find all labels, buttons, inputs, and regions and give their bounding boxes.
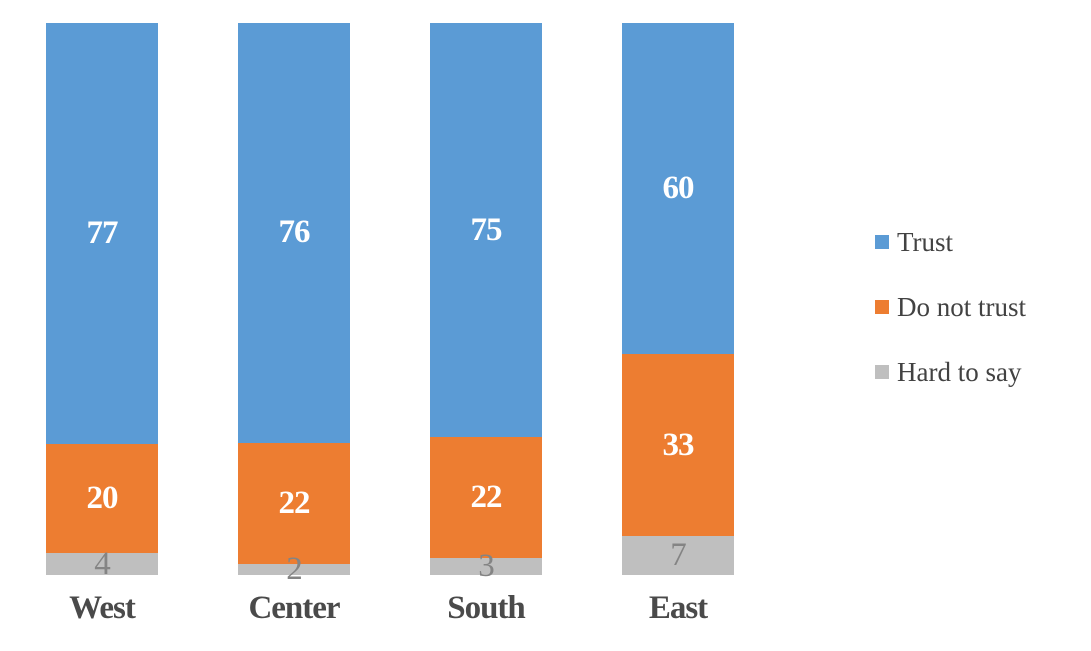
value-label: 7 bbox=[670, 537, 686, 574]
value-label: 33 bbox=[662, 426, 695, 463]
legend-label-trust: Trust bbox=[897, 226, 954, 257]
value-label: 3 bbox=[478, 548, 494, 585]
bar-segment-trust-south: 75 bbox=[430, 23, 542, 437]
category-label-center: Center bbox=[248, 590, 340, 626]
bar-segment-hard-to-say-west: 4 bbox=[46, 547, 158, 580]
bar-segment-trust-east: 60 bbox=[622, 23, 734, 355]
value-label: 60 bbox=[662, 170, 695, 207]
value-label: 75 bbox=[470, 211, 503, 248]
value-label: 22 bbox=[278, 484, 311, 521]
category-label-east: East bbox=[648, 590, 708, 626]
legend-swatch-do-not-trust bbox=[875, 300, 889, 314]
bar-segment-hard-to-say-south: 3 bbox=[430, 550, 542, 583]
bar-west: 77 20 4 bbox=[46, 23, 158, 580]
value-label: 20 bbox=[86, 479, 119, 516]
bar-segment-hard-to-say-center: 2 bbox=[238, 552, 350, 585]
category-label-west: West bbox=[69, 590, 136, 626]
bar-center: 76 22 2 bbox=[238, 23, 350, 585]
category-label-south: South bbox=[447, 590, 526, 626]
legend-item-do-not-trust: Do not trust bbox=[868, 292, 1026, 322]
bar-segment-do-not-trust-center: 22 bbox=[238, 442, 350, 564]
value-label: 2 bbox=[286, 550, 302, 587]
value-label: 76 bbox=[278, 214, 311, 251]
legend-item-hard-to-say: Hard to say bbox=[868, 357, 1021, 387]
bar-segment-hard-to-say-east: 7 bbox=[622, 536, 734, 575]
value-label: 22 bbox=[470, 479, 503, 516]
value-label: 4 bbox=[94, 545, 110, 582]
bar-segment-trust-center: 76 bbox=[238, 23, 350, 443]
bar-south: 75 22 3 bbox=[430, 23, 542, 583]
bar-segment-trust-west: 77 bbox=[46, 23, 158, 444]
bar-segment-do-not-trust-south: 22 bbox=[430, 437, 542, 559]
bar-segment-do-not-trust-west: 20 bbox=[46, 443, 158, 554]
value-label: 77 bbox=[86, 214, 119, 251]
legend-swatch-trust bbox=[875, 235, 889, 249]
legend-item-trust: Trust bbox=[868, 227, 953, 257]
legend-swatch-hard-to-say bbox=[875, 365, 889, 379]
bar-east: 60 33 7 bbox=[622, 23, 734, 575]
bar-segment-do-not-trust-east: 33 bbox=[622, 354, 734, 537]
legend-label-do-not-trust: Do not trust bbox=[897, 291, 1027, 322]
legend-label-hard-to-say: Hard to say bbox=[897, 356, 1022, 387]
